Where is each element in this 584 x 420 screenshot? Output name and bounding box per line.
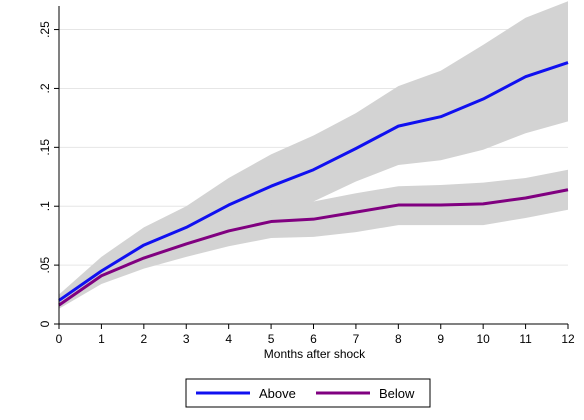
x-tick-label-7: 7 — [353, 332, 360, 346]
x-tick-label-5: 5 — [268, 332, 275, 346]
y-tick-label-2: .1 — [38, 201, 52, 211]
y-ticks: 0 .05 .1 .15 .2 .25 — [38, 21, 59, 327]
x-tick-label-8: 8 — [395, 332, 402, 346]
x-tick-label-10: 10 — [476, 332, 490, 346]
ci-band-above — [59, 1, 568, 306]
series-line-above — [58, 61, 569, 302]
series-lines — [58, 61, 569, 307]
y-tick-label-1: .05 — [38, 256, 52, 273]
y-tick-label-5: .25 — [38, 21, 52, 38]
x-tick-label-6: 6 — [310, 332, 317, 346]
x-tick-label-2: 2 — [140, 332, 147, 346]
x-tick-label-4: 4 — [225, 332, 232, 346]
legend-label-above: Above — [259, 386, 296, 401]
x-tick-label-0: 0 — [56, 332, 63, 346]
y-tick-label-4: .2 — [38, 83, 52, 93]
x-axis-title: Months after shock — [264, 347, 366, 361]
series-line-below — [58, 188, 569, 307]
x-tick-label-11: 11 — [519, 332, 532, 346]
legend: Above Below — [185, 378, 431, 408]
x-tick-label-12: 12 — [561, 332, 575, 346]
y-tick-label-3: .15 — [38, 139, 52, 156]
legend-label-below: Below — [379, 386, 415, 401]
x-tick-label-9: 9 — [437, 332, 444, 346]
x-tick-label-3: 3 — [183, 332, 190, 346]
x-tick-label-1: 1 — [98, 332, 105, 346]
x-ticks: 0 1 2 3 4 5 6 7 8 9 10 11 12 — [56, 324, 575, 346]
y-tick-label-0: 0 — [38, 320, 52, 327]
